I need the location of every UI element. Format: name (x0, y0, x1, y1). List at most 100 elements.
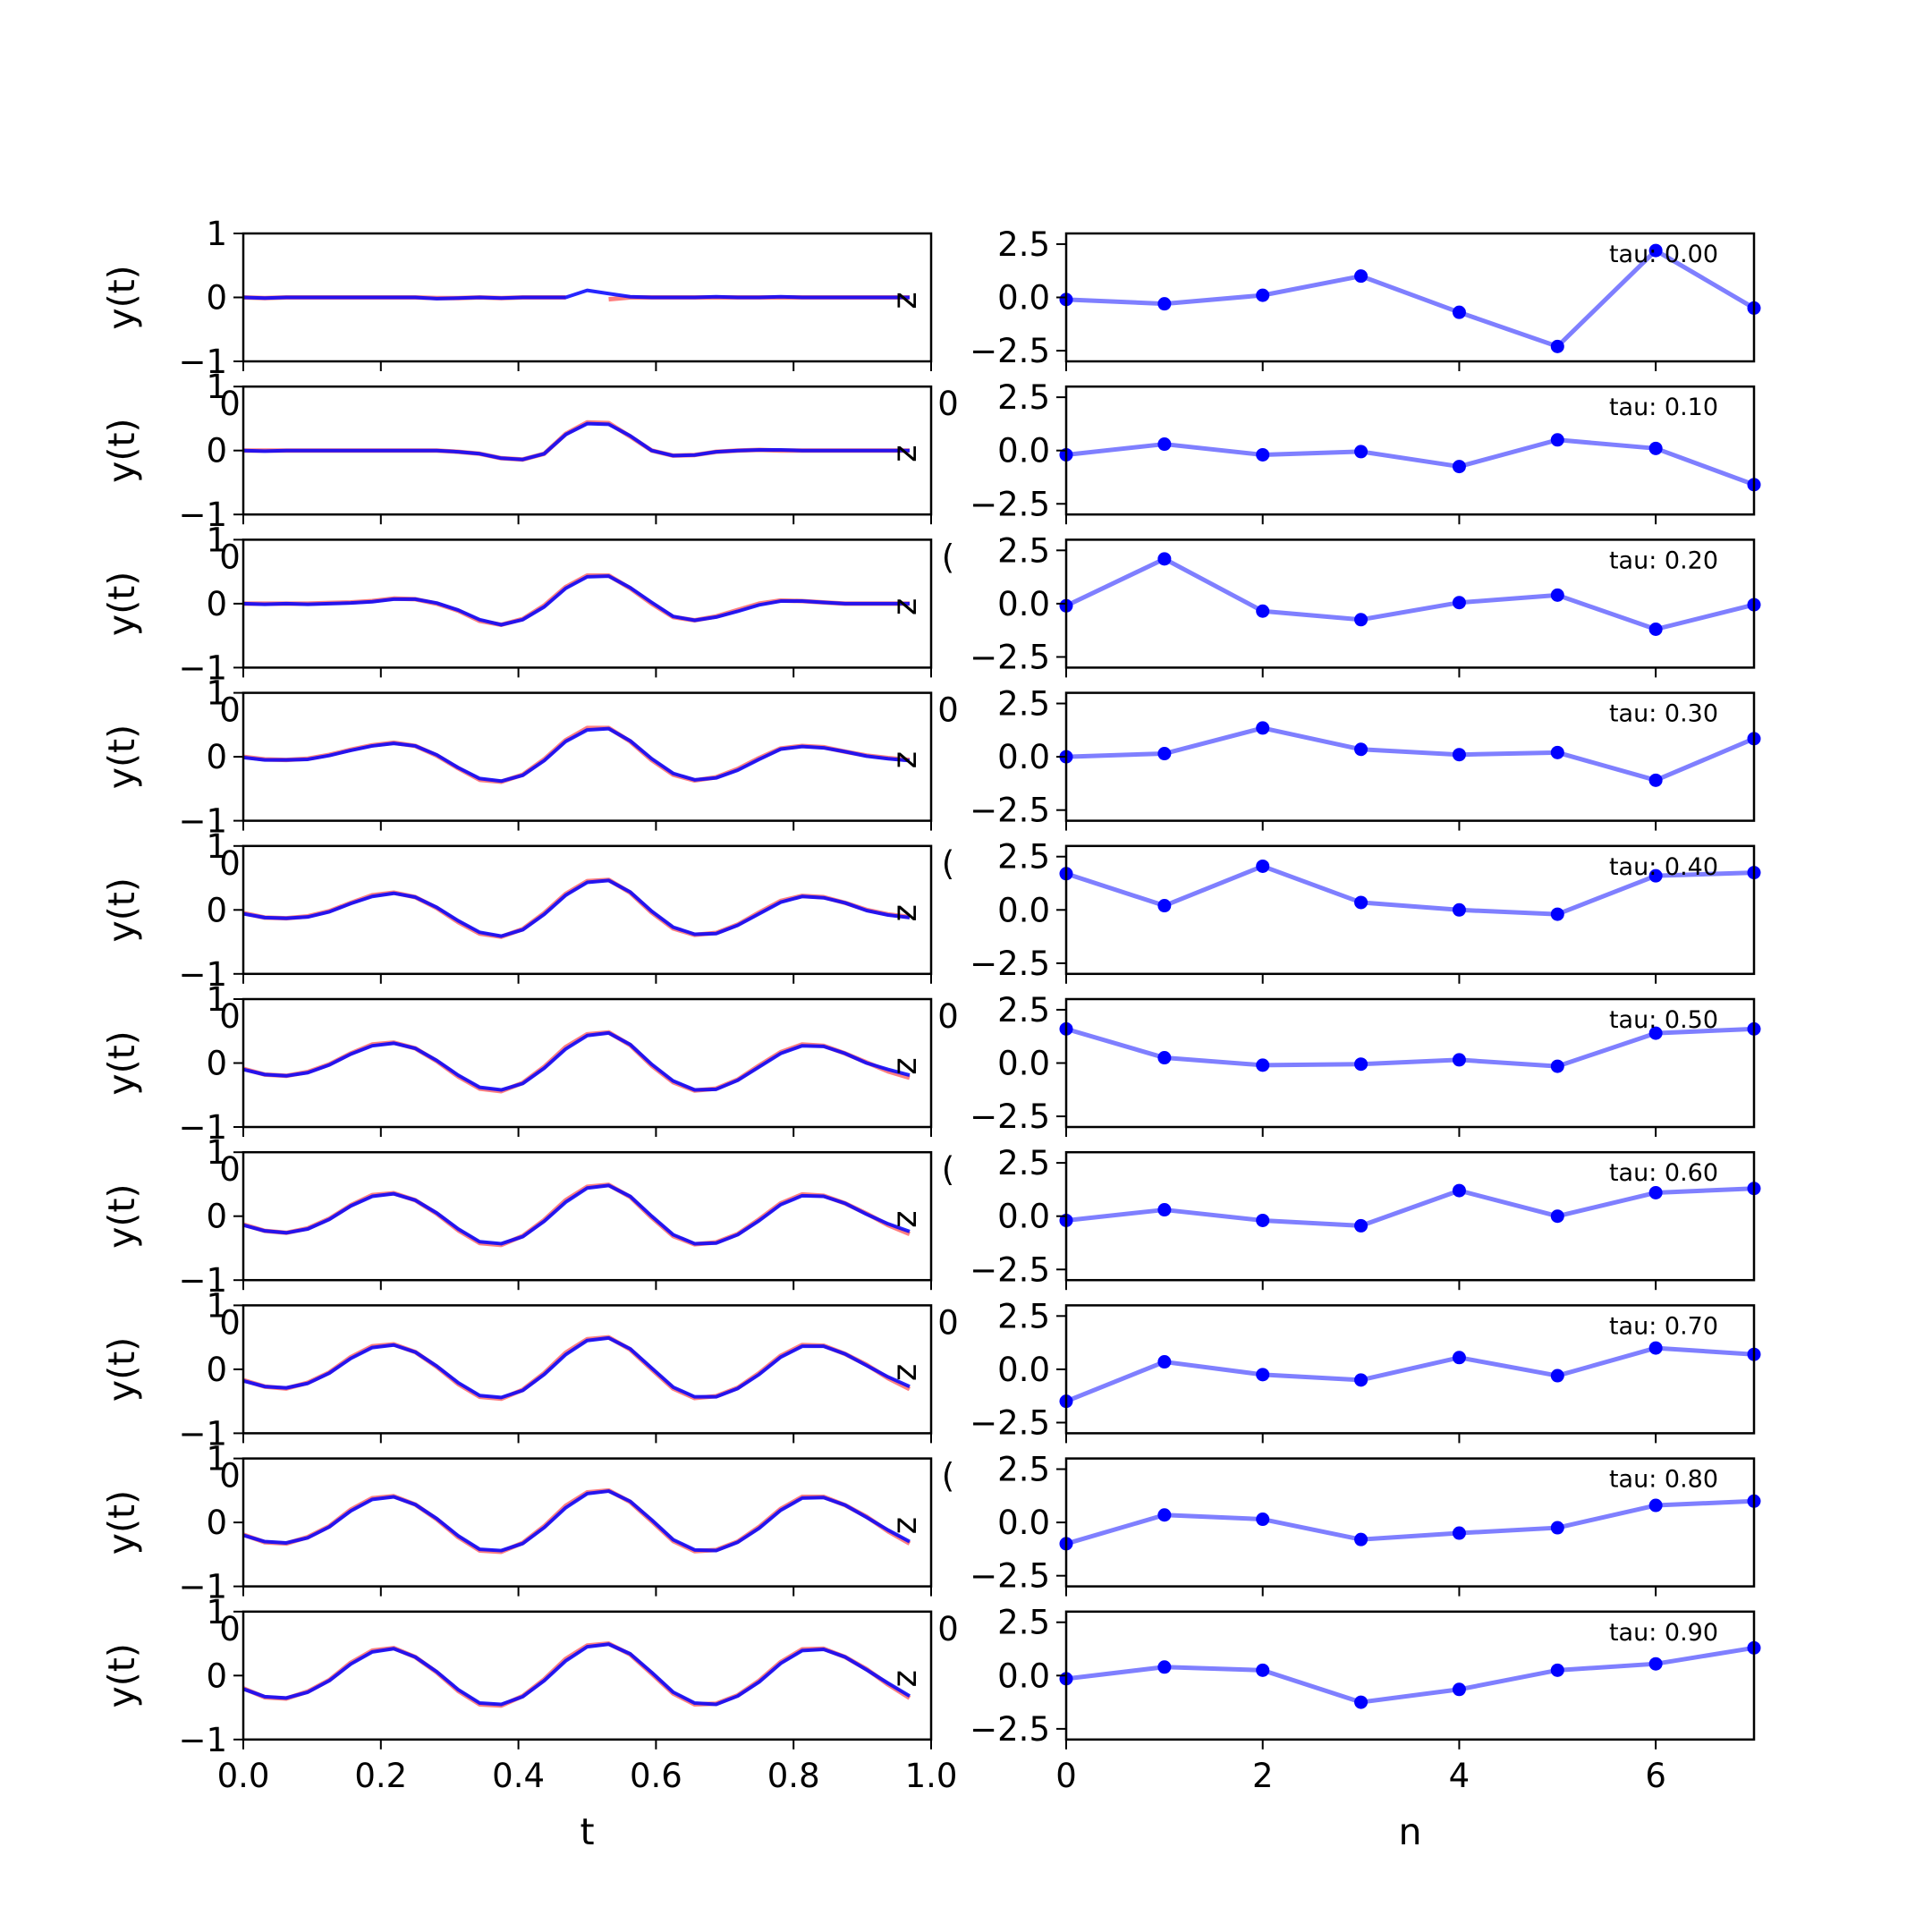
tau-annotation: tau: 0.10 (1609, 394, 1718, 421)
ytick-label: 0 (206, 738, 227, 776)
xtick-label: 0 (1055, 1757, 1077, 1795)
ytick-label: −2.5 (970, 638, 1050, 676)
tau-annotation: tau: 0.80 (1609, 1466, 1718, 1494)
overlapped-tick-label: 0 (219, 1303, 241, 1342)
coefficient-point (1550, 1368, 1564, 1383)
right-subplot-6: 2.5 0.0 −2.5 tau: 0.60 (970, 1144, 1761, 1291)
signal-line (243, 1642, 911, 1707)
right-subplot-1: 2.5 0.0 −2.5 tau: 0.10 (970, 378, 1761, 525)
coefficient-point (1157, 899, 1172, 913)
coefficient-point (1256, 447, 1270, 462)
ytick-label: 0.0 (997, 891, 1050, 929)
ytick-label: 2.5 (997, 838, 1050, 877)
overlapped-tick-label: 0 (219, 997, 241, 1036)
overlapped-tick-label: ( (942, 1150, 954, 1189)
overlapped-tick-label: 0 (219, 691, 241, 730)
coefficient-point (1354, 1373, 1368, 1387)
overlapped-tick-label: 0 (219, 538, 241, 576)
coefficient-point (1452, 748, 1466, 762)
y-axis-label: y(t) (100, 419, 143, 483)
overlapped-tick-label: 0 (219, 1610, 241, 1648)
coefficient-point (1256, 604, 1270, 618)
overlapped-tick-label: 0 (937, 997, 959, 1036)
coefficient-point (1157, 1355, 1172, 1369)
coefficient-point (1550, 1059, 1564, 1073)
coefficient-line (1065, 1498, 1755, 1546)
side-letter: z (886, 904, 924, 921)
ytick-label: −2.5 (970, 1097, 1050, 1136)
coefficient-point (1354, 742, 1368, 757)
overlapped-tick-label: 0 (937, 385, 959, 423)
ytick-label: 2.5 (997, 1451, 1050, 1489)
xtick-label: 0.8 (767, 1757, 820, 1795)
coefficient-point (1648, 243, 1663, 258)
ytick-label: 0 (206, 1045, 227, 1083)
right-subplot-3: 2.5 0.0 −2.5 tau: 0.30 (970, 685, 1761, 831)
coefficient-point (1157, 297, 1172, 311)
coefficient-point (1354, 613, 1368, 627)
coefficient-point (1452, 460, 1466, 474)
coefficient-point (1648, 773, 1663, 787)
coefficient-point (1550, 588, 1564, 602)
coefficient-point (1648, 1341, 1663, 1355)
ytick-label: 0.0 (997, 1657, 1050, 1695)
tau-annotation: tau: 0.50 (1609, 1006, 1718, 1034)
coefficient-line (1065, 725, 1755, 783)
tau-annotation: tau: 0.70 (1609, 1312, 1718, 1340)
coefficient-point (1452, 1053, 1466, 1067)
coefficient-point (1354, 269, 1368, 284)
y-axis-label: y(t) (100, 1030, 143, 1095)
coefficient-point (1157, 747, 1172, 761)
signal-line (243, 574, 910, 627)
overlapped-tick-label: 0 (937, 1610, 959, 1648)
right-subplot-0: 2.5 0.0 −2.5 tau: 0.00 (970, 225, 1761, 371)
y-axis-label: y(t) (100, 572, 143, 636)
ytick-label: 1 (206, 1440, 227, 1479)
ytick-label: 0.0 (997, 1198, 1050, 1236)
ytick-label: 2.5 (997, 1604, 1050, 1642)
x-axis-label: t (580, 1810, 594, 1853)
coefficient-point (1452, 1183, 1466, 1198)
xtick-label: 0.2 (354, 1757, 407, 1795)
ytick-label: −2.5 (970, 792, 1050, 830)
coefficient-point (1648, 1657, 1663, 1671)
ytick-label: 0 (206, 585, 227, 623)
coefficient-point (1256, 1058, 1270, 1072)
coefficient-point (1354, 1218, 1368, 1233)
coefficient-point (1550, 339, 1564, 353)
coefficient-point (1550, 745, 1564, 759)
xtick-label: 2 (1252, 1757, 1274, 1795)
ytick-label: −1 (178, 955, 227, 994)
tau-annotation: tau: 0.40 (1609, 853, 1718, 881)
overlapped-tick-label: 0 (219, 1150, 241, 1189)
side-letter: z (886, 1210, 924, 1227)
ytick-label: 1 (206, 827, 227, 866)
ytick-label: 2.5 (997, 685, 1050, 724)
y-axis-label: y(t) (100, 877, 143, 942)
y-axis-label: y(t) (100, 724, 143, 789)
ytick-label: 1 (206, 521, 227, 559)
ytick-label: 2.5 (997, 1297, 1050, 1335)
overlapped-tick-label: ( (942, 538, 954, 576)
ytick-label: 0.0 (997, 432, 1050, 470)
right-subplot-9: 2.5 0.0 −2.50 2 4 6 tau: 0.90 n (970, 1604, 1761, 1853)
side-letter: z (886, 445, 924, 462)
y-axis-label: y(t) (100, 1643, 143, 1707)
ytick-label: 2.5 (997, 378, 1050, 417)
coefficient-point (1452, 305, 1466, 319)
x-axis-label: n (1399, 1810, 1422, 1853)
coefficient-point (1354, 1057, 1368, 1072)
coefficient-point (1648, 1185, 1663, 1199)
coefficient-point (1550, 1521, 1564, 1535)
overlapped-tick-label: 0 (937, 1303, 959, 1342)
signal-line (243, 288, 910, 301)
xtick-label: 0.4 (492, 1757, 545, 1795)
ytick-label: −1 (178, 1568, 227, 1606)
right-subplot-2: 2.5 0.0 −2.5 tau: 0.20 (970, 531, 1761, 678)
